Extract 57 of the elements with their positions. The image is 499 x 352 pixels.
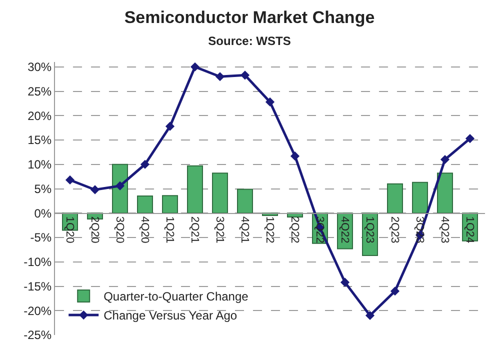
- bar: [237, 188, 253, 214]
- point: [240, 70, 250, 80]
- y-tick-label: 10%: [28, 158, 52, 172]
- x-tick-label: 3Q20: [113, 216, 126, 244]
- y-tick-label: 25%: [28, 84, 52, 98]
- bar: [187, 165, 203, 214]
- x-tick-label: 3Q23: [413, 216, 426, 244]
- y-tick-label: -20%: [24, 304, 52, 318]
- point: [340, 278, 350, 287]
- y-tick-label: 20%: [28, 108, 52, 123]
- x-tick-label: 3Q21: [213, 216, 226, 244]
- x-tick-label: 1Q22: [263, 216, 276, 244]
- y-tick-label: -5%: [30, 230, 52, 245]
- bar: [212, 172, 228, 214]
- bar: [437, 172, 453, 214]
- x-tick-label: 4Q22: [338, 216, 350, 244]
- point: [90, 185, 100, 194]
- x-tick-label: 1Q24: [463, 216, 476, 244]
- chart-subtitle: Source: WSTS: [208, 34, 291, 48]
- chart-title: Semiconductor Market Change: [124, 8, 375, 27]
- bar: [162, 195, 178, 214]
- point: [65, 175, 75, 185]
- x-tick-label: 4Q23: [438, 216, 450, 244]
- x-tick-label: 2Q20: [88, 216, 100, 244]
- bar: [412, 182, 428, 214]
- point: [290, 152, 300, 161]
- point: [465, 134, 475, 144]
- point: [165, 122, 175, 131]
- y-tick-label: -25%: [24, 328, 52, 342]
- y-tick-label: 5%: [34, 182, 52, 196]
- point: [365, 310, 375, 320]
- x-tick-label: 2Q22: [288, 216, 300, 244]
- x-tick-label: 4Q20: [138, 216, 150, 244]
- y-tick-label: 15%: [28, 133, 52, 148]
- point: [265, 97, 275, 107]
- bar: [137, 196, 153, 214]
- point: [115, 181, 125, 190]
- x-tick-label: 2Q21: [188, 216, 200, 244]
- x-tick-label: 1Q21: [163, 216, 176, 244]
- point: [390, 286, 400, 296]
- bar: [112, 164, 128, 214]
- x-tick-label: 3Q22: [313, 216, 326, 244]
- point: [190, 62, 200, 72]
- point: [140, 160, 150, 169]
- y-tick-label: -10%: [24, 255, 52, 270]
- y-tick-label: 0%: [34, 206, 52, 220]
- point: [440, 154, 450, 164]
- bar: [387, 183, 403, 214]
- x-tick-label: 1Q23: [363, 216, 376, 244]
- x-tick-label: 1Q20: [63, 216, 76, 244]
- legend-label: Quarter-to-Quarter Change: [104, 290, 249, 304]
- x-tick-label: 4Q21: [238, 216, 250, 244]
- legend-label: Change Versus Year Ago: [104, 308, 238, 323]
- point: [215, 72, 225, 82]
- x-tick-label: 2Q23: [388, 216, 400, 244]
- y-tick-label: -15%: [24, 279, 52, 294]
- y-tick-label: 30%: [28, 60, 52, 74]
